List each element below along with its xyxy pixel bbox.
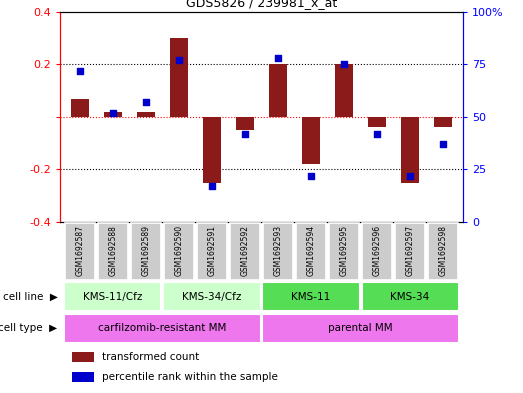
Text: GSM1692591: GSM1692591 [208, 225, 217, 276]
Text: KMS-34/Cfz: KMS-34/Cfz [183, 292, 242, 302]
Text: KMS-11: KMS-11 [291, 292, 331, 302]
Text: cell type  ▶: cell type ▶ [0, 323, 58, 333]
Text: GSM1692589: GSM1692589 [141, 225, 151, 276]
Text: GSM1692594: GSM1692594 [306, 225, 315, 276]
Bar [170, 38, 188, 117]
FancyBboxPatch shape [361, 282, 459, 311]
Bar [236, 117, 254, 130]
Bar [368, 117, 386, 127]
Text: GSM1692597: GSM1692597 [405, 225, 415, 276]
Point [109, 110, 117, 116]
Text: GSM1692595: GSM1692595 [339, 225, 348, 276]
Point [142, 99, 150, 105]
Text: carfilzomib-resistant MM: carfilzomib-resistant MM [98, 323, 226, 333]
Text: GSM1692590: GSM1692590 [175, 225, 184, 276]
Point [340, 61, 348, 68]
Bar [203, 117, 221, 183]
FancyBboxPatch shape [263, 314, 459, 343]
FancyBboxPatch shape [296, 223, 326, 280]
Bar [72, 352, 94, 362]
Text: GSM1692596: GSM1692596 [372, 225, 382, 276]
Text: KMS-34: KMS-34 [390, 292, 430, 302]
FancyBboxPatch shape [164, 223, 194, 280]
FancyBboxPatch shape [263, 282, 359, 311]
FancyBboxPatch shape [428, 223, 458, 280]
Text: cell line  ▶: cell line ▶ [3, 292, 58, 302]
Point [208, 183, 216, 189]
FancyBboxPatch shape [64, 282, 162, 311]
FancyBboxPatch shape [362, 223, 392, 280]
Point [406, 173, 414, 179]
Bar [137, 112, 155, 117]
Title: GDS5826 / 239981_x_at: GDS5826 / 239981_x_at [186, 0, 337, 9]
Text: GSM1692593: GSM1692593 [274, 225, 282, 276]
Bar [72, 372, 94, 382]
Text: parental MM: parental MM [328, 323, 393, 333]
Text: transformed count: transformed count [103, 352, 200, 362]
FancyBboxPatch shape [197, 223, 227, 280]
FancyBboxPatch shape [263, 223, 293, 280]
FancyBboxPatch shape [64, 314, 260, 343]
Bar [335, 64, 353, 117]
Bar [104, 112, 122, 117]
Point [274, 55, 282, 61]
FancyBboxPatch shape [395, 223, 425, 280]
Bar [434, 117, 452, 127]
FancyBboxPatch shape [329, 223, 359, 280]
Bar [269, 64, 287, 117]
Point [175, 57, 183, 63]
Point [76, 68, 84, 74]
Bar [302, 117, 320, 164]
Text: GSM1692587: GSM1692587 [75, 225, 84, 276]
Text: GSM1692588: GSM1692588 [108, 225, 118, 276]
Point [439, 141, 447, 147]
Text: percentile rank within the sample: percentile rank within the sample [103, 372, 278, 382]
FancyBboxPatch shape [65, 223, 95, 280]
Text: GSM1692598: GSM1692598 [439, 225, 448, 276]
FancyBboxPatch shape [131, 223, 161, 280]
Text: KMS-11/Cfz: KMS-11/Cfz [83, 292, 143, 302]
Point [373, 130, 381, 137]
Text: GSM1692592: GSM1692592 [241, 225, 249, 276]
FancyBboxPatch shape [164, 282, 260, 311]
Point [241, 130, 249, 137]
Bar [401, 117, 419, 183]
Bar [71, 99, 89, 117]
FancyBboxPatch shape [98, 223, 128, 280]
Point [307, 173, 315, 179]
FancyBboxPatch shape [230, 223, 260, 280]
